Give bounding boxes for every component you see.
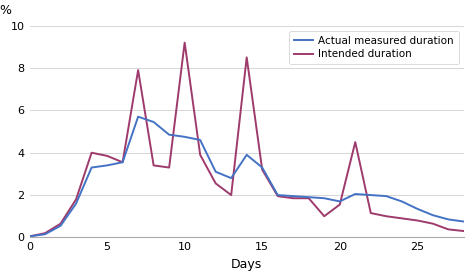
X-axis label: Days: Days [231, 258, 263, 271]
Actual measured duration [322, 197, 327, 200]
Actual measured duration [166, 133, 172, 136]
Intended duration [213, 182, 219, 185]
Intended duration [42, 232, 48, 235]
Intended duration [151, 164, 156, 167]
Intended duration [383, 214, 389, 218]
Actual measured duration [352, 192, 358, 196]
Actual measured duration [197, 138, 203, 142]
Intended duration [27, 235, 32, 238]
Intended duration [120, 161, 125, 164]
Actual measured duration [259, 166, 265, 169]
Actual measured duration [120, 161, 125, 164]
Actual measured duration [58, 224, 63, 227]
Text: %: % [0, 4, 11, 17]
Actual measured duration [151, 120, 156, 124]
Intended duration [58, 222, 63, 225]
Actual measured duration [275, 193, 280, 197]
Actual measured duration [42, 233, 48, 236]
Intended duration [337, 203, 343, 206]
Intended duration [322, 214, 327, 218]
Actual measured duration [337, 200, 343, 203]
Actual measured duration [461, 220, 467, 223]
Actual measured duration [73, 202, 79, 205]
Line: Intended duration: Intended duration [29, 43, 464, 236]
Actual measured duration [368, 193, 373, 197]
Intended duration [430, 222, 436, 225]
Intended duration [461, 229, 467, 233]
Actual measured duration [430, 213, 436, 217]
Actual measured duration [89, 166, 95, 169]
Actual measured duration [306, 196, 312, 199]
Actual measured duration [291, 194, 296, 198]
Intended duration [352, 141, 358, 144]
Intended duration [244, 56, 249, 59]
Line: Actual measured duration: Actual measured duration [29, 117, 464, 236]
Intended duration [166, 166, 172, 169]
Intended duration [89, 151, 95, 154]
Intended duration [275, 194, 280, 198]
Actual measured duration [213, 170, 219, 174]
Actual measured duration [383, 194, 389, 198]
Intended duration [73, 198, 79, 201]
Actual measured duration [399, 200, 405, 203]
Actual measured duration [415, 207, 420, 210]
Actual measured duration [244, 153, 249, 156]
Actual measured duration [104, 164, 110, 167]
Intended duration [228, 193, 234, 197]
Actual measured duration [446, 218, 451, 221]
Actual measured duration [27, 235, 32, 238]
Intended duration [291, 197, 296, 200]
Intended duration [306, 197, 312, 200]
Intended duration [368, 211, 373, 215]
Actual measured duration [182, 135, 188, 139]
Intended duration [399, 217, 405, 220]
Legend: Actual measured duration, Intended duration: Actual measured duration, Intended durat… [289, 31, 459, 64]
Actual measured duration [228, 177, 234, 180]
Actual measured duration [135, 115, 141, 118]
Intended duration [259, 168, 265, 171]
Intended duration [197, 153, 203, 156]
Intended duration [415, 219, 420, 222]
Intended duration [182, 41, 188, 44]
Intended duration [135, 68, 141, 72]
Intended duration [446, 228, 451, 231]
Intended duration [104, 154, 110, 158]
